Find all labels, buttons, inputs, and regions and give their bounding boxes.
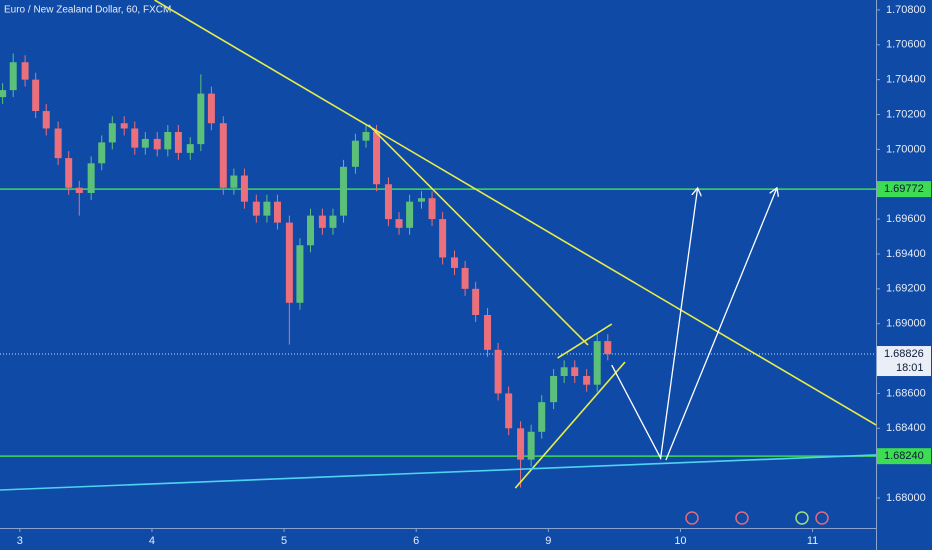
candle-body (329, 215, 337, 228)
y-tick-label: 1.70800 (886, 4, 926, 16)
candle-body (428, 198, 436, 220)
candle-body (395, 219, 403, 228)
candle-body (527, 431, 535, 460)
y-tick-label: 1.70600 (886, 39, 926, 51)
candle-body (362, 131, 370, 141)
candle-body (174, 131, 182, 153)
candle-body (593, 341, 601, 385)
y-tick-label: 1.68000 (886, 492, 926, 504)
candle-body (75, 187, 83, 193)
candle-body (373, 131, 381, 185)
candle-body (54, 128, 62, 159)
candle-body (417, 198, 425, 202)
candle-body (571, 367, 579, 376)
candle-body (296, 245, 304, 303)
candle-body (461, 267, 469, 289)
candle-body (164, 131, 172, 150)
candle-body (604, 341, 612, 355)
candle-body (32, 79, 40, 112)
indicator-icons (685, 511, 829, 525)
y-tick-label: 1.69400 (886, 248, 926, 260)
trend-line (557, 323, 613, 359)
y-tick-label: 1.70000 (886, 143, 926, 155)
y-tick-label: 1.70200 (886, 108, 926, 120)
level-price-label: 1.69772 (884, 183, 924, 195)
candle-body (318, 215, 326, 228)
candle-body (252, 201, 260, 216)
candle-body (9, 62, 17, 91)
candle-body (517, 428, 525, 460)
candle-body (340, 166, 348, 216)
y-tick-label: 1.68400 (886, 422, 926, 434)
countdown-label: 18:01 (896, 362, 924, 374)
candle-body (439, 219, 447, 258)
candle-body (494, 349, 502, 394)
candle-body (273, 201, 281, 223)
candle-body (98, 142, 106, 164)
y-tick-label: 1.69000 (886, 318, 926, 330)
candle-body (538, 402, 546, 432)
candle-body (484, 314, 492, 350)
candle-body (505, 393, 513, 429)
candle-body (230, 175, 238, 188)
candle-body (42, 111, 50, 129)
candle-body (285, 222, 293, 303)
candle-body (0, 90, 7, 98)
candle-body (87, 163, 95, 193)
candle-body (120, 123, 128, 129)
x-tick-label: 3 (17, 535, 23, 547)
candle-body (21, 62, 29, 80)
candle-body (186, 144, 194, 153)
x-tick-label: 6 (413, 535, 419, 547)
y-tick-label: 1.70400 (886, 74, 926, 86)
trend-line (154, 0, 877, 426)
x-tick-label: 5 (281, 535, 287, 547)
trend-line (0, 454, 877, 491)
arrow-drawing (611, 188, 698, 461)
candle-body (153, 138, 161, 150)
candle-body (240, 175, 248, 202)
candle-body (65, 158, 73, 188)
candle-body (207, 93, 215, 124)
x-tick-label: 9 (545, 535, 551, 547)
candle-body (451, 257, 459, 268)
level-price-tag (877, 181, 931, 198)
level-price-label: 1.68240 (884, 450, 924, 462)
candle-body (472, 288, 480, 315)
candle-body (583, 375, 591, 385)
current-price-tag (877, 346, 931, 377)
chart-title: Euro / New Zealand Dollar, 60, FXCM (4, 5, 171, 16)
candle-body (108, 123, 116, 143)
candle-body (306, 215, 314, 246)
candle-body (550, 375, 558, 403)
y-tick-label: 1.69600 (886, 213, 926, 225)
candle-body (406, 201, 414, 228)
candle-body (351, 140, 359, 167)
arrow-drawing (665, 188, 777, 461)
candle-body (141, 138, 149, 148)
candle-body (197, 93, 205, 145)
x-tick-label: 4 (149, 535, 155, 547)
candle-body (263, 201, 271, 216)
y-tick-label: 1.68600 (886, 387, 926, 399)
x-tick-label: 10 (674, 535, 686, 547)
candle-body (560, 367, 568, 376)
trend-line (514, 361, 626, 489)
candle-body (219, 123, 227, 188)
y-tick-label: 1.69200 (886, 283, 926, 295)
level-price-tag (877, 448, 931, 465)
candle-body (131, 128, 139, 148)
candle-body (384, 184, 392, 220)
trend-line (368, 124, 589, 346)
current-price-label: 1.68826 (884, 348, 924, 360)
x-tick-label: 11 (807, 535, 818, 547)
